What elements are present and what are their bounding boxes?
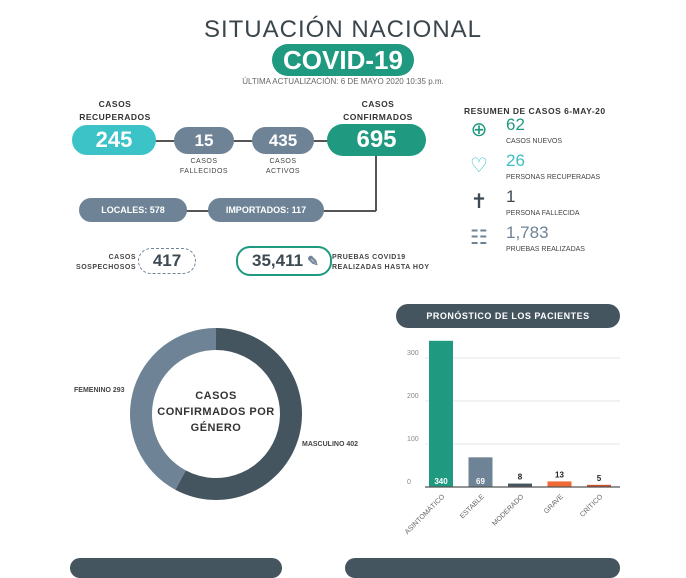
fallecidos-label: CASOS FALLECIDOS [179,158,229,175]
tombstone-icon: ✝ [470,191,488,213]
bar-value-label: 340 [434,477,448,486]
bar-value-label: 5 [597,474,602,483]
sospechosos-label: CASOS SOSPECHOSOS [76,254,136,271]
locales-pill: LOCALES: 578 [79,198,187,222]
y-tick-label: 0 [407,479,411,486]
summary-title: RESUMEN DE CASOS 6-MAY-20 [464,106,606,116]
recuperados-label: CASOS RECUPERADOS [79,99,151,122]
confirmados-label: CASOS CONFIRMADOS [343,99,413,122]
section-header [345,558,620,578]
pruebas-label: PRUEBAS COVID19 REALIZADAS HASTA HOY [332,254,430,271]
summary-value: 26 [506,151,525,170]
importados-pill: IMPORTADOS: 117 [208,198,324,222]
gender-donut-chart: FEMENINO 293 MASCULINO 402 [74,328,358,500]
bar-value-label: 69 [476,477,485,486]
donut-title: CASOS CONFIRMADOS POR GÉNERO [157,390,275,434]
prognosis-bar-chart: 0 100 200 300 340 ASINTOMÁTICO 69 ESTABLE 8 MODER… [402,340,620,536]
summary-label: PERSONAS RECUPERADAS [506,174,601,181]
summary-value: 62 [506,115,525,134]
donut-slice-masculino [175,328,303,500]
x-tick-label: GRAVE [543,493,565,515]
plus-circle-icon: ⊕ [470,119,488,141]
recuperados-value: 245 [72,125,156,155]
covid-badge: COVID-19 [272,44,414,76]
y-tick-label: 200 [407,393,419,400]
x-tick-label: ESTABLE [459,493,486,520]
bar-value-label: 8 [518,473,523,482]
connector-line [375,155,377,211]
summary-label: PERSONA FALLECIDA [506,210,580,217]
x-tick-label: ASINTOMÁTICO [402,492,446,536]
activos-label: CASOS ACTIVOS [265,158,301,175]
bar-0 [429,340,453,487]
y-tick-label: 300 [407,350,419,357]
bar-value-label: 13 [555,470,564,479]
section-header [70,558,282,578]
summary-value: 1,783 [506,223,549,242]
sospechosos-value: 417 [138,248,196,274]
bar-2 [508,483,532,487]
bar-3 [547,481,572,487]
page-title: SITUACIÓN NACIONAL [203,16,483,43]
donut-label: FEMENINO 293 [74,387,125,394]
donut-label: MASCULINO 402 [302,441,358,448]
x-tick-label: CRÍTICO [578,492,605,519]
bar-1 [468,457,493,487]
y-tick-label: 100 [407,436,419,443]
donut-slice-femenino [130,328,216,490]
clipboard-icon: ☷ [470,227,488,249]
summary-label: PRUEBAS REALIZADAS [506,246,585,253]
test-tube-icon: ✎ [307,253,319,269]
last-updated: ÚLTIMA ACTUALIZACIÓN: 6 DE MAYO 2020 10:… [242,77,444,86]
x-tick-label: MODERADO [491,493,525,527]
activos-value: 435 [252,127,314,154]
bar-chart-title: PRONÓSTICO DE LOS PACIENTES [396,304,620,328]
bar-4 [587,484,611,487]
connector-line [150,140,340,142]
heart-icon: ♡ [470,155,488,177]
confirmados-value: 695 [327,124,426,156]
summary-value: 1 [506,187,516,206]
pruebas-value: 35,411 ✎ [236,246,332,276]
summary-label: CASOS NUEVOS [506,138,563,145]
fallecidos-value: 15 [174,127,234,154]
